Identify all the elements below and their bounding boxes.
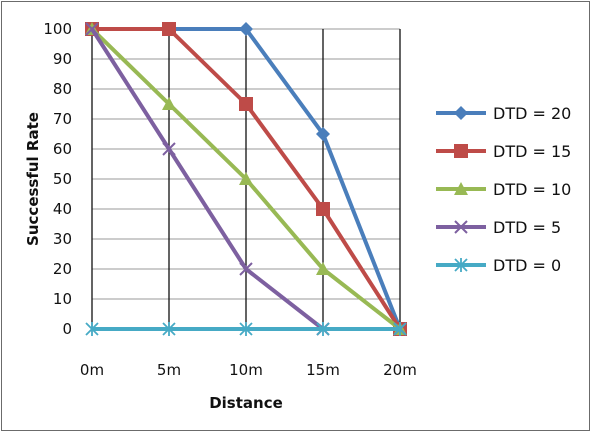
x-tick-label-0: 0m (80, 361, 104, 379)
legend-marker-2 (454, 182, 468, 195)
point-s0-3 (316, 127, 330, 141)
x-tick-label-4: 20m (383, 361, 417, 379)
y-tick-label-4: 40 (53, 200, 72, 218)
y-tick-label-1: 10 (53, 290, 72, 308)
point-s4-4 (393, 322, 407, 336)
legend-marker-0 (454, 106, 468, 120)
y-tick-label-9: 90 (53, 50, 72, 68)
point-s4-1 (162, 322, 176, 336)
legend-label-0: DTD = 20 (493, 104, 571, 123)
point-s4-0 (85, 322, 99, 336)
point-s2-3 (316, 262, 330, 275)
legend-label-3: DTD = 5 (493, 218, 561, 237)
point-s2-1 (162, 97, 176, 110)
legend-label-1: DTD = 15 (493, 142, 571, 161)
y-tick-label-7: 70 (53, 110, 72, 128)
point-s3-2 (239, 262, 253, 276)
legend-marker-1 (454, 144, 468, 158)
point-s4-2 (239, 322, 253, 336)
y-tick-label-0: 0 (62, 320, 72, 338)
legend-marker-3 (454, 220, 468, 234)
point-s1-1 (162, 22, 176, 36)
point-s1-2 (239, 97, 253, 111)
point-s2-2 (239, 172, 253, 185)
point-s4-3 (316, 322, 330, 336)
y-tick-label-8: 80 (53, 80, 72, 98)
y-tick-label-3: 30 (53, 230, 72, 248)
y-tick-label-6: 60 (53, 140, 72, 158)
x-axis-title: Distance (209, 394, 283, 412)
x-tick-label-1: 5m (157, 361, 181, 379)
point-s3-1 (162, 142, 176, 156)
y-axis-title: Successful Rate (24, 112, 42, 246)
y-tick-label-5: 50 (53, 170, 72, 188)
legend-label-2: DTD = 10 (493, 180, 571, 199)
legend-marker-4 (454, 258, 468, 272)
x-tick-label-2: 10m (229, 361, 263, 379)
y-tick-label-2: 20 (53, 260, 72, 278)
x-tick-label-3: 15m (306, 361, 340, 379)
point-s1-3 (316, 202, 330, 216)
point-s3-0 (85, 22, 99, 36)
y-tick-label-10: 100 (43, 20, 72, 38)
legend-label-4: DTD = 0 (493, 256, 561, 275)
point-s0-2 (239, 22, 253, 36)
